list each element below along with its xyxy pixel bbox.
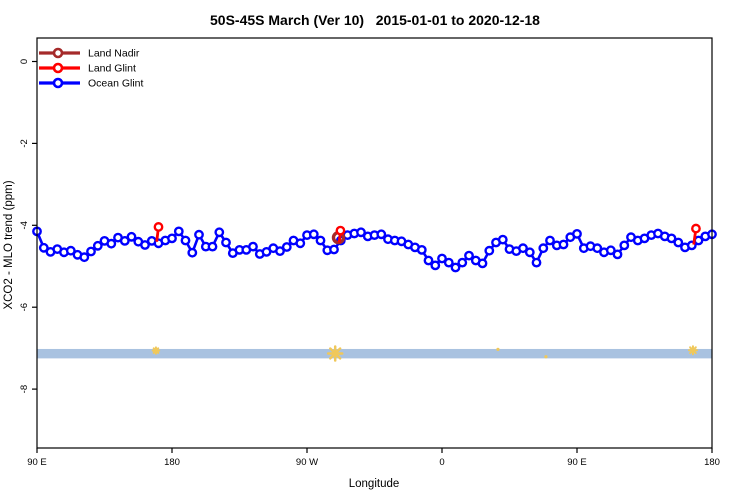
land-mark-asterisk-icon bbox=[151, 346, 161, 355]
ocean-glint-point bbox=[92, 240, 103, 251]
land-glint-point bbox=[335, 225, 346, 236]
land-mark-asterisk-icon bbox=[496, 347, 500, 351]
x-tick-label: 90 E bbox=[567, 457, 587, 468]
ocean-glint-point bbox=[356, 227, 366, 238]
ocean-glint-point bbox=[79, 252, 90, 263]
ocean-glint-point bbox=[497, 234, 508, 245]
ocean-glint-point bbox=[430, 260, 441, 271]
ocean-glint-point bbox=[275, 246, 285, 257]
ocean-glint-point bbox=[538, 243, 549, 254]
legend-item-land-nadir: Land Nadir bbox=[39, 48, 140, 60]
land-nadir-legend-marker-icon bbox=[52, 47, 64, 59]
ocean-glint-point bbox=[464, 250, 474, 261]
ocean-glint-point bbox=[173, 226, 184, 237]
land-mark-asterisk-icon bbox=[544, 355, 548, 359]
legend-item-land-glint: Land Glint bbox=[39, 63, 136, 75]
x-axis-title: Longitude bbox=[349, 478, 400, 490]
ocean-glint-point bbox=[194, 229, 204, 240]
ocean-glint-point bbox=[612, 249, 623, 260]
ocean-glint-point bbox=[619, 240, 630, 251]
ocean-glint-point bbox=[308, 229, 319, 240]
ocean-glint-point bbox=[531, 257, 542, 268]
ocean-glint-point bbox=[450, 262, 461, 273]
x-tick-label: 90 E bbox=[27, 457, 47, 468]
ocean-glint-point bbox=[545, 235, 555, 246]
chart-layers: 90 E 180 90 W 0 90 E 180 0 -2 -4 -6 -8 bbox=[19, 59, 720, 468]
land-glint-segment bbox=[153, 222, 164, 242]
x-tick-label: 180 bbox=[704, 457, 720, 468]
legend-item-ocean-glint: Ocean Glint bbox=[39, 78, 144, 90]
ocean-glint-point bbox=[673, 237, 684, 248]
y-tick-label: 0 bbox=[19, 59, 30, 64]
ocean-glint-point bbox=[605, 245, 616, 256]
ocean-glint-point bbox=[38, 242, 49, 253]
legend-label-land-glint: Land Glint bbox=[88, 63, 136, 75]
y-tick-label: -6 bbox=[19, 303, 30, 311]
ocean-glint-point bbox=[376, 229, 387, 240]
legend-label-land-nadir: Land Nadir bbox=[88, 48, 140, 60]
ocean-glint-point bbox=[221, 237, 231, 248]
ocean-glint-point bbox=[106, 238, 117, 249]
ocean-glint-point bbox=[86, 246, 96, 257]
land-glint-segment bbox=[691, 223, 701, 245]
ocean-glint-point bbox=[416, 244, 427, 255]
ocean-glint-point bbox=[592, 243, 603, 254]
ocean-glint-point bbox=[207, 241, 218, 252]
plot-frame bbox=[36, 37, 713, 449]
ocean-glint-point bbox=[457, 257, 468, 268]
ocean-glint-point bbox=[329, 244, 339, 255]
ocean-glint-point bbox=[518, 243, 528, 254]
ocean-glint-point bbox=[484, 245, 495, 256]
ocean-glint-point bbox=[477, 258, 488, 269]
ocean-glint-point bbox=[187, 247, 198, 258]
ocean-glint-point bbox=[119, 235, 130, 246]
ocean-glint-point bbox=[423, 255, 434, 266]
ocean-glint-point bbox=[248, 241, 258, 252]
chart-title: 50S-45S March (Ver 10) 2015-01-01 to 202… bbox=[210, 12, 540, 28]
land-fraction-band bbox=[37, 348, 712, 359]
x-tick-label: 0 bbox=[439, 457, 444, 468]
ocean-glint-point bbox=[437, 253, 447, 264]
land-glint-point bbox=[691, 223, 701, 234]
ocean-glint-legend-marker-icon bbox=[52, 77, 64, 89]
ocean-glint-point bbox=[140, 240, 150, 250]
ocean-glint-point bbox=[214, 227, 225, 238]
x-tick-label: 90 W bbox=[296, 457, 318, 468]
land-glint-point bbox=[153, 222, 164, 232]
ocean-glint-point bbox=[524, 247, 535, 258]
ocean-glint-point bbox=[295, 238, 306, 249]
y-tick-label: -4 bbox=[19, 221, 30, 229]
ocean-glint-point bbox=[126, 231, 137, 242]
ocean-glint-points bbox=[32, 226, 717, 273]
y-tick-label: -2 bbox=[19, 139, 30, 147]
y-tick-label: -8 bbox=[19, 385, 30, 393]
x-tick-label: 180 bbox=[164, 457, 180, 468]
ocean-glint-point bbox=[572, 228, 582, 239]
ocean-glint-point bbox=[281, 242, 292, 252]
land-glint-segment bbox=[335, 225, 346, 243]
legend: Land Nadir Land Glint Ocean Glint bbox=[39, 48, 144, 90]
ocean-glint-point bbox=[666, 233, 677, 244]
ocean-glint-point bbox=[180, 235, 191, 246]
ocean-glint-point bbox=[167, 233, 177, 244]
ocean-glint-point bbox=[443, 257, 454, 268]
legend-label-ocean-glint: Ocean Glint bbox=[88, 78, 144, 90]
ocean-glint-point bbox=[65, 245, 76, 256]
land-glint-legend-marker-icon bbox=[52, 62, 64, 74]
land-mark-asterisk-icon bbox=[326, 345, 344, 362]
y-axis-title: XCO2 - MLO trend (ppm) bbox=[3, 180, 15, 309]
ocean-glint-point bbox=[558, 239, 569, 250]
ocean-glint-point bbox=[315, 235, 326, 246]
land-mark-asterisk-icon bbox=[687, 345, 698, 356]
